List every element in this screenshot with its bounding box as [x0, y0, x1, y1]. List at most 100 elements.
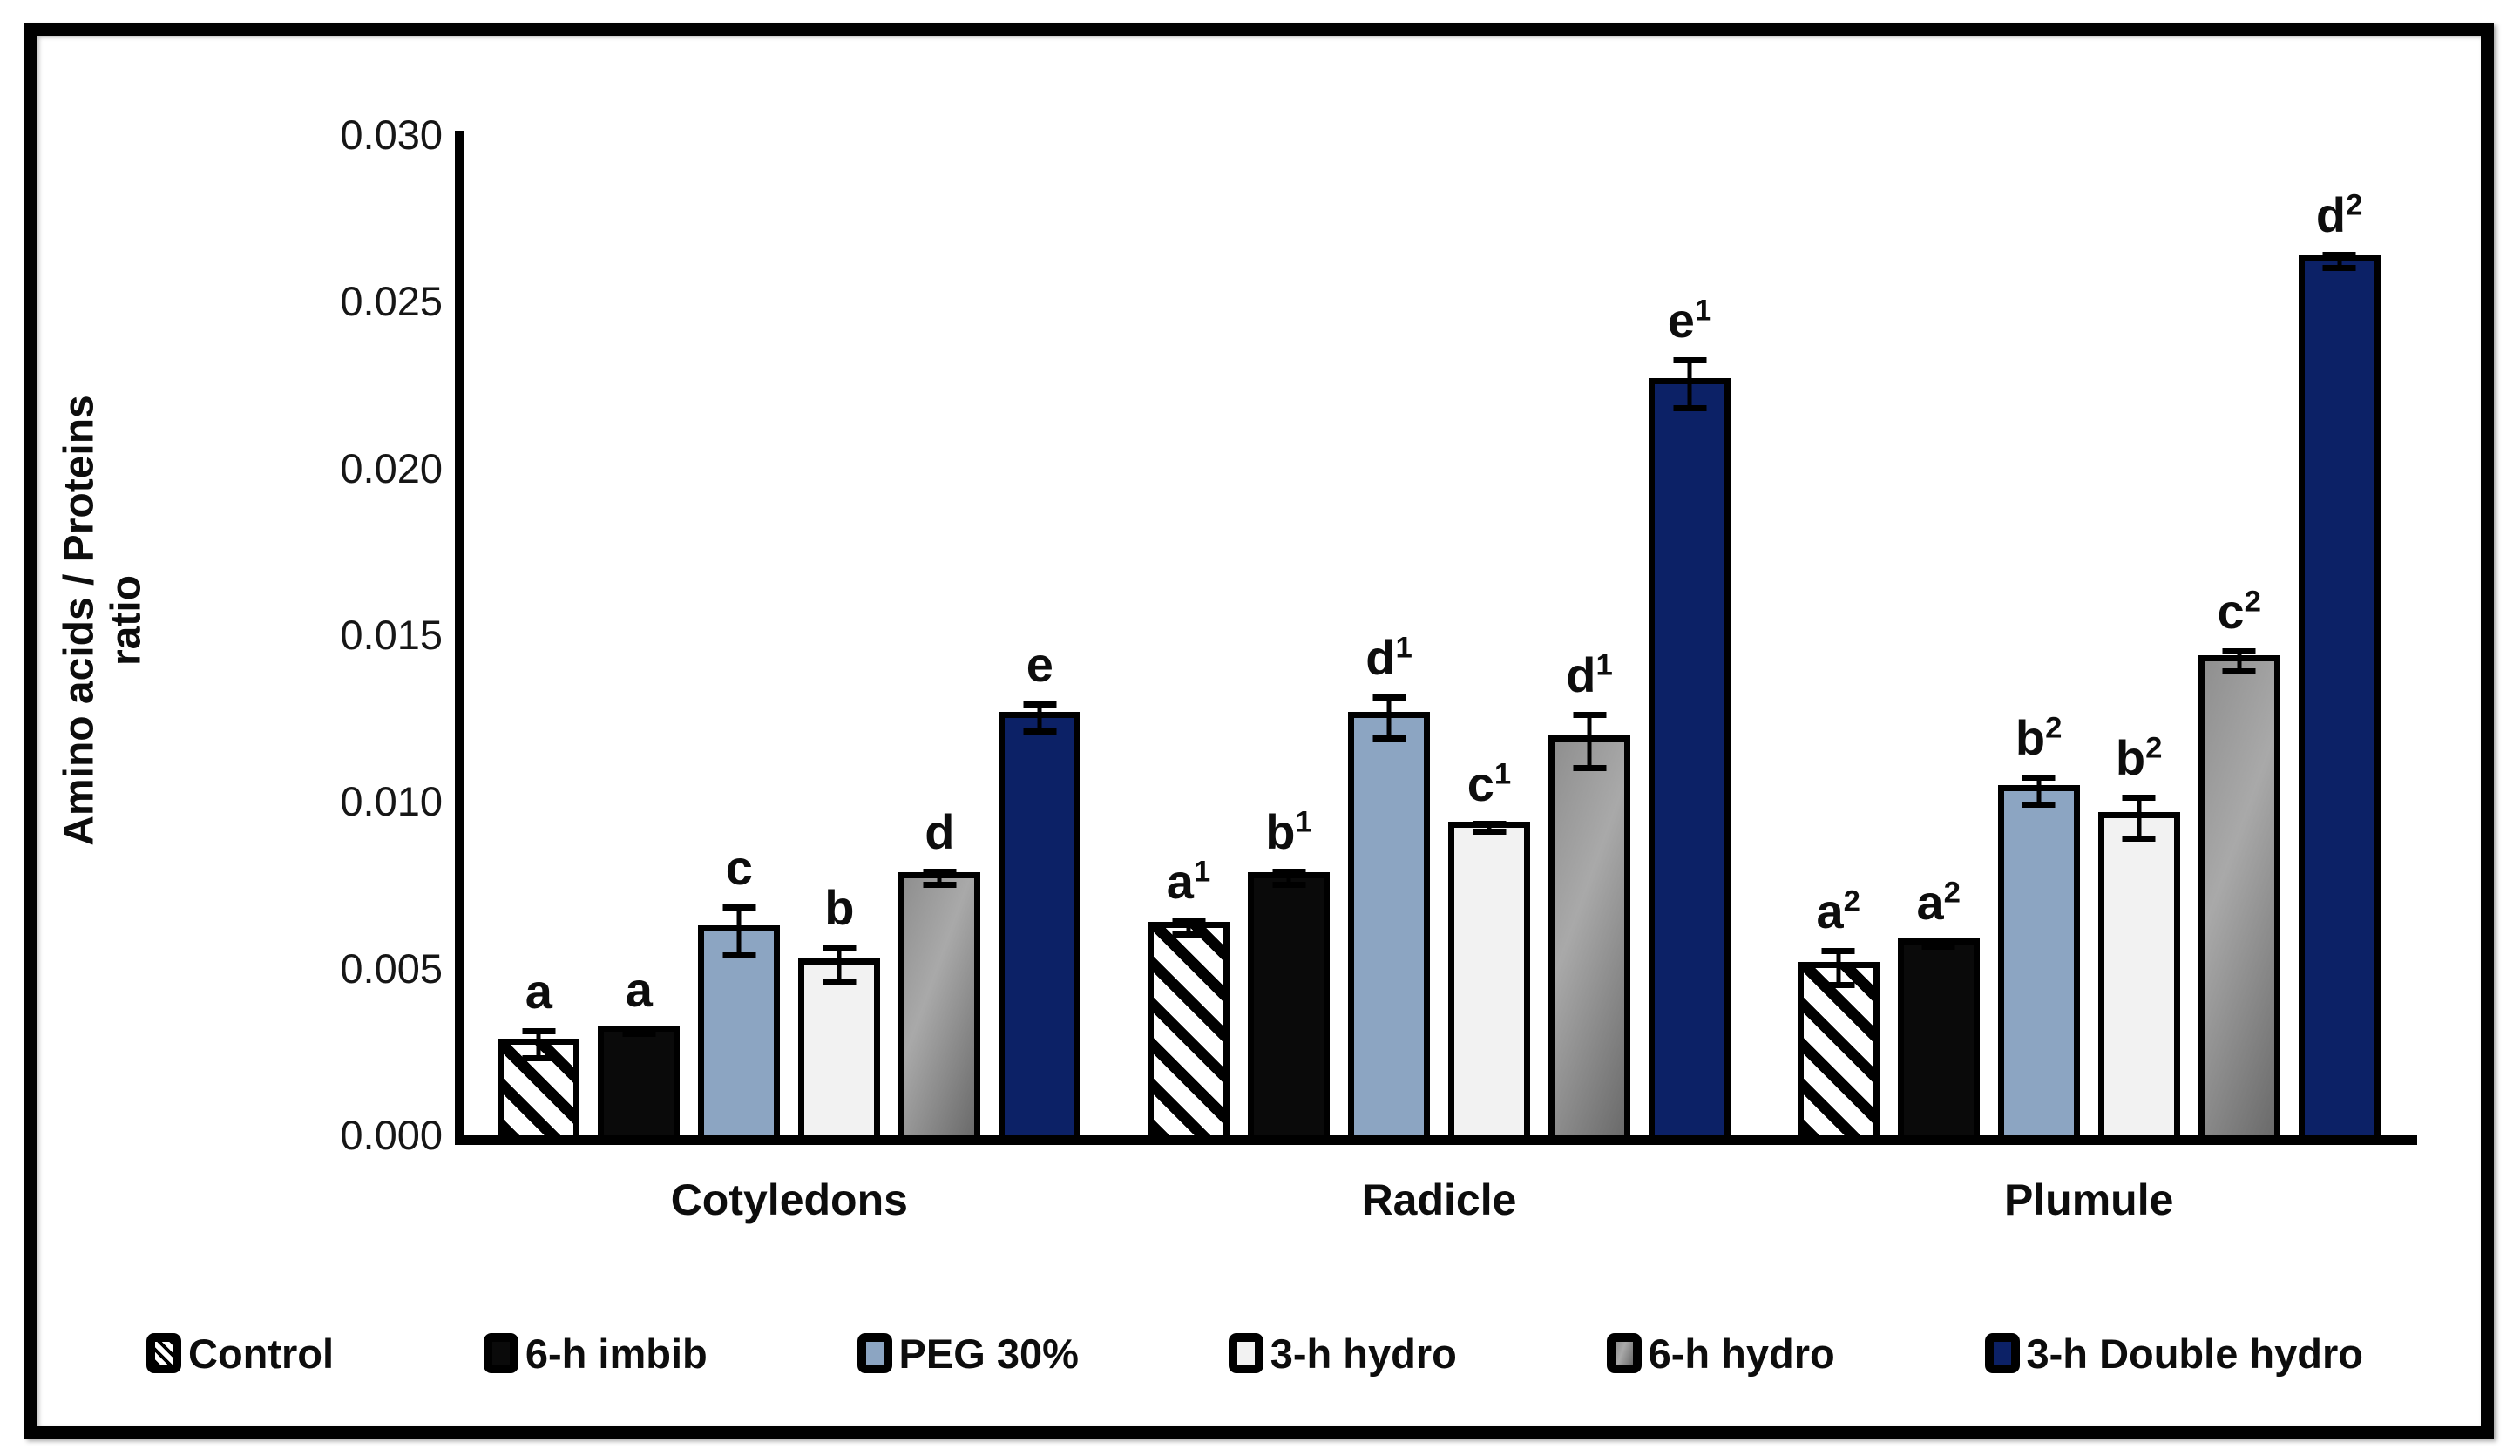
error-bar-cap-top — [1272, 869, 1305, 875]
error-bar-cap-top — [823, 945, 857, 951]
error-bar — [722, 904, 756, 958]
bar-3-h-hydro-radicle: c1 — [1448, 759, 1530, 1135]
category-label-radicle: Radicle — [1361, 1175, 1517, 1224]
legend-label: 3-h hydro — [1270, 1330, 1457, 1377]
bar-group-plumule: a2 a2 b2 b2 c2 d2 — [1764, 132, 2414, 1135]
significance-label: b2 — [2015, 710, 2063, 765]
legend-item-peg-30-: PEG 30% — [857, 1330, 1079, 1378]
error-bar-cap-top — [923, 869, 957, 875]
y-tick-label-0.000: 0.000 — [340, 1112, 443, 1158]
significance-label: b — [824, 880, 855, 935]
error-bar-cap-bottom — [2222, 668, 2256, 674]
error-bar-cap-bottom — [1473, 829, 1506, 835]
significance-label: d1 — [1365, 630, 1412, 685]
error-bar-cap-top — [722, 904, 756, 911]
bar-3-h-hydro-plumule: b2 — [2097, 733, 2180, 1135]
error-bar-cap-bottom — [622, 1031, 656, 1037]
y-tick-label-0.010: 0.010 — [340, 778, 443, 825]
y-tick-label-0.025: 0.025 — [340, 278, 443, 325]
x-axis-category-labels: Cotyledons Radicle Plumule — [464, 1175, 2414, 1225]
bar-3-h-double-hydro-radicle: e1 — [1649, 295, 1731, 1135]
legend-item-6-h-hydro: 6-h hydro — [1606, 1330, 1835, 1378]
bar-6-h-imbib-cotyledons: a — [598, 965, 681, 1135]
bar-control-cotyledons: a — [498, 967, 580, 1135]
error-bar-cap-top — [2022, 775, 2056, 781]
legend-item-3-h-double-hydro: 3-h Double hydro — [1984, 1330, 2363, 1378]
category-label-plumule: Plumule — [2003, 1175, 2174, 1224]
error-bar-cap-bottom — [2122, 836, 2156, 842]
error-bar-cap-top — [2322, 252, 2356, 258]
significance-label: a — [525, 964, 552, 1019]
significance-label: a1 — [1166, 854, 1211, 909]
bar-peg-30--plumule: b2 — [1997, 713, 2080, 1135]
bar-6-h-hydro-plumule: c2 — [2198, 586, 2280, 1135]
significance-label: e — [1026, 637, 1053, 692]
significance-label: c1 — [1467, 756, 1512, 811]
error-bar-cap-top — [1921, 939, 1955, 945]
legend-marker-6-h-hydro — [1606, 1333, 1642, 1373]
legend-marker-3-h-double-hydro — [1984, 1333, 2020, 1373]
error-bar — [1921, 939, 1955, 950]
error-bar-cap-bottom — [1673, 405, 1706, 411]
error-bar-cap-top — [1821, 948, 1855, 954]
significance-label: a2 — [1816, 884, 1860, 938]
error-bar-cap-bottom — [823, 979, 857, 985]
significance-label: b2 — [2115, 730, 2163, 785]
error-bar — [1023, 701, 1057, 735]
error-bar-cap-top — [1372, 694, 1406, 701]
bar-control-plumule: a2 — [1797, 886, 1880, 1135]
legend-marker-control — [146, 1333, 181, 1373]
x-axis-line — [455, 1135, 2417, 1145]
significance-label: a — [625, 962, 653, 1017]
error-bar-cap-bottom — [1573, 765, 1606, 771]
y-tick-label-0.005: 0.005 — [340, 945, 443, 992]
error-bar-cap-bottom — [1821, 982, 1855, 988]
error-bar-cap-bottom — [1172, 931, 1205, 938]
significance-label: d — [925, 804, 955, 859]
legend-marker-3-h-hydro — [1228, 1333, 1263, 1373]
error-bar — [1573, 712, 1606, 771]
error-bar-cap-top — [1473, 821, 1506, 827]
y-axis-line — [455, 131, 464, 1145]
bar-3-h-double-hydro-cotyledons: e — [999, 640, 1081, 1135]
error-bar-cap-top — [622, 1026, 656, 1033]
bar-3-h-hydro-cotyledons: b — [798, 884, 881, 1135]
legend-label: 3-h Double hydro — [2026, 1330, 2363, 1377]
legend-item-6-h-imbib: 6-h imbib — [483, 1330, 708, 1378]
error-bar — [1272, 869, 1305, 888]
error-bar — [1821, 948, 1855, 988]
legend-marker-peg-30- — [857, 1333, 892, 1373]
significance-label: b1 — [1265, 804, 1312, 859]
significance-label: c2 — [2217, 584, 2261, 639]
bar-6-h-hydro-radicle: d1 — [1548, 650, 1630, 1135]
significance-label: d1 — [1566, 647, 1613, 702]
error-bar-cap-bottom — [2022, 802, 2056, 808]
figure-frame — [24, 23, 2494, 1439]
bar-peg-30--radicle: d1 — [1348, 633, 1430, 1135]
error-bar — [2122, 795, 2156, 842]
error-bar-cap-bottom — [1372, 735, 1406, 742]
y-tick-label-0.015: 0.015 — [340, 612, 443, 658]
y-tick-label-0.030: 0.030 — [340, 112, 443, 158]
bar-group-radicle: a1 b1 d1 c1 d1 e1 — [1114, 132, 1765, 1135]
legend: Control 6-h imbib PEG 30% 3-h hydro 6-h hydr… — [146, 1311, 2363, 1395]
legend-label: 6-h hydro — [1648, 1330, 1835, 1377]
error-bar-cap-bottom — [2322, 265, 2356, 271]
error-bar — [2222, 648, 2256, 674]
significance-label: c — [725, 840, 753, 895]
bar-control-radicle: a1 — [1148, 857, 1230, 1135]
error-bar-cap-top — [1172, 918, 1205, 924]
significance-label: e1 — [1667, 293, 1712, 348]
plot-area: a a c b d e a1 b1 d1 c1 d1 e1 a2 a2 b2 b2 c2 d2 — [464, 132, 2414, 1135]
legend-item-control: Control — [146, 1330, 334, 1378]
error-bar — [2322, 252, 2356, 271]
error-bar-cap-top — [1023, 701, 1057, 708]
error-bar-cap-bottom — [722, 952, 756, 958]
bar-6-h-hydro-cotyledons: d — [898, 808, 981, 1135]
error-bar-cap-top — [2222, 648, 2256, 654]
legend-item-3-h-hydro: 3-h hydro — [1228, 1330, 1457, 1378]
error-bar-cap-top — [2122, 795, 2156, 801]
error-bar-cap-bottom — [1023, 728, 1057, 735]
